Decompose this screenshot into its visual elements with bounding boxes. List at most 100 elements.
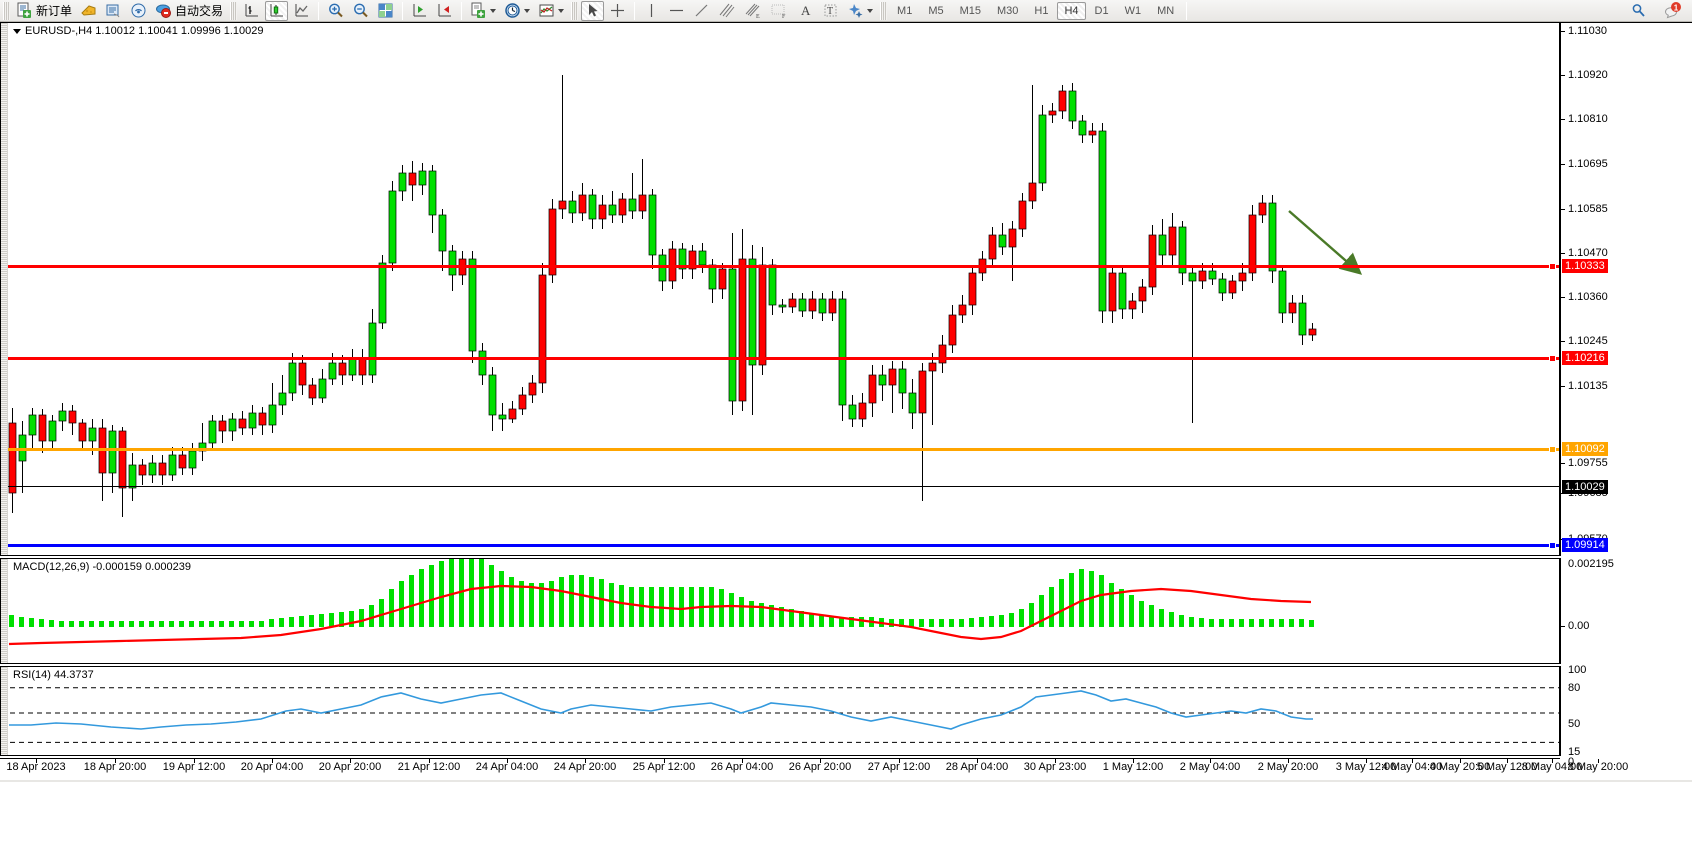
template-dropdown-caret[interactable] xyxy=(490,8,497,13)
trendline-button[interactable] xyxy=(690,1,713,21)
period-dropdown-caret[interactable] xyxy=(524,8,531,13)
timeframe-m30[interactable]: M30 xyxy=(997,4,1019,17)
rsi-axis: 100 80 50 15 0 xyxy=(1560,664,1692,768)
tick-label: 1.11030 xyxy=(1568,25,1607,38)
zoom-in-button[interactable] xyxy=(324,1,347,21)
time-tick-mark xyxy=(1133,759,1134,763)
signals-button[interactable] xyxy=(127,1,150,21)
timeframe-m5[interactable]: M5 xyxy=(928,4,944,17)
axis-tick: 50 xyxy=(1560,718,1580,730)
tick-dash xyxy=(1560,118,1565,120)
cheese-button[interactable] xyxy=(77,1,100,21)
timeframe-h1[interactable]: H1 xyxy=(1034,4,1049,17)
timeframe-m15[interactable]: M15 xyxy=(959,4,981,17)
toolbar-grip-3[interactable] xyxy=(571,1,579,20)
chart-shift-button[interactable] xyxy=(408,1,431,21)
toolbar-separator-3 xyxy=(461,1,463,20)
time-tick-label: 24 Apr 20:00 xyxy=(553,761,617,773)
axis-tick: 100 xyxy=(1560,664,1586,676)
zoom-out-button[interactable] xyxy=(349,1,372,21)
fibonacci-icon: E xyxy=(745,3,760,19)
time-tick-mark xyxy=(1598,759,1599,763)
terminal-button[interactable] xyxy=(102,1,125,21)
indicators-button[interactable] xyxy=(535,1,567,21)
time-tick-mark xyxy=(507,759,508,763)
cursor-button[interactable] xyxy=(581,0,605,21)
auto-scroll-button[interactable] xyxy=(433,1,456,21)
toolbar-grip-2[interactable] xyxy=(230,1,238,20)
objects-button[interactable] xyxy=(844,1,876,21)
down-arrow-annotation[interactable] xyxy=(1283,205,1393,295)
objects-dropdown-caret[interactable] xyxy=(867,8,874,13)
tick-label: 1.10585 xyxy=(1568,203,1608,216)
line-chart-button[interactable] xyxy=(290,1,313,21)
new-order-button[interactable]: 新订单 xyxy=(13,1,75,21)
toolbar-separator-2 xyxy=(402,1,404,20)
chart-collapse-icon[interactable] xyxy=(13,28,21,34)
time-tick-label: 8 May 04:00 xyxy=(1521,761,1583,773)
time-axis[interactable]: 18 Apr 2023 18 Apr 20:00 19 Apr 12:00 20 Ap… xyxy=(0,758,1628,780)
time-tick-mark xyxy=(1366,759,1367,763)
pane-scroll-grip[interactable] xyxy=(1,23,8,555)
indicators-dropdown-caret[interactable] xyxy=(558,8,565,13)
timeframe-d1[interactable]: D1 xyxy=(1094,4,1109,17)
period-button[interactable] xyxy=(501,1,533,21)
tick-label: 0.00 xyxy=(1568,620,1590,633)
time-tick-label: 26 Apr 04:00 xyxy=(710,761,774,773)
resistance-tag-1[interactable]: 1.10333 xyxy=(1562,259,1608,273)
timeframe-h4[interactable]: H4 xyxy=(1057,1,1086,20)
equidistant-channel-button[interactable] xyxy=(715,1,738,21)
pivot-tag[interactable]: 1.10092 xyxy=(1562,442,1608,456)
price-axis[interactable]: 1.11030 1.10920 1.10810 1.10695 1.10585 1.104… xyxy=(1560,22,1692,683)
toolbar-grip[interactable] xyxy=(3,1,10,20)
toolbar-grip-4[interactable] xyxy=(880,1,888,20)
support-tag-1[interactable]: 1.09914 xyxy=(1562,538,1608,552)
timeframe-mn[interactable]: MN xyxy=(1157,4,1175,17)
resistance-handle-1[interactable] xyxy=(1549,263,1556,270)
macd-scroll-grip[interactable] xyxy=(1,559,8,663)
vertical-line-button[interactable] xyxy=(640,1,663,21)
resistance-line-2[interactable] xyxy=(1,357,1559,360)
rsi-scroll-grip[interactable] xyxy=(1,667,8,755)
svg-text:A: A xyxy=(801,3,811,18)
crosshair-icon xyxy=(611,4,625,17)
autotrading-button[interactable]: 自动交易 xyxy=(152,1,226,21)
horizontal-line-button[interactable] xyxy=(665,1,688,21)
pivot-line[interactable] xyxy=(1,448,1559,451)
fibonacci-button[interactable]: E xyxy=(740,1,765,21)
pivot-handle[interactable] xyxy=(1549,446,1556,453)
time-tick-mark xyxy=(1552,759,1553,763)
crosshair-button[interactable] xyxy=(606,1,629,21)
text-box-icon: T xyxy=(824,4,837,17)
timeframe-m1[interactable]: M1 xyxy=(897,4,913,17)
search-button[interactable] xyxy=(1627,1,1650,21)
timeframe-w1[interactable]: W1 xyxy=(1124,4,1142,17)
support-handle-1[interactable] xyxy=(1549,542,1556,549)
last-price-tag: 1.10029 xyxy=(1562,480,1608,494)
macd-pane[interactable]: MACD(12,26,9) -0.000159 0.000239 xyxy=(0,558,1560,664)
price-pane[interactable]: EURUSD-,H4 1.10012 1.10041 1.09996 1.100… xyxy=(0,22,1560,556)
text-box-tool-button[interactable]: T xyxy=(819,1,842,21)
last-price-line xyxy=(1,486,1559,487)
rsi-label: RSI(14) 44.3737 xyxy=(13,669,94,681)
bar-chart-button[interactable] xyxy=(240,1,263,21)
resistance-tag-2[interactable]: 1.10216 xyxy=(1562,351,1608,365)
rsi-pane[interactable]: RSI(14) 44.3737 xyxy=(0,666,1560,756)
resistance-handle-2[interactable] xyxy=(1549,355,1556,362)
text-label-tool-button[interactable]: F xyxy=(767,1,792,21)
candlestick-chart-button[interactable] xyxy=(265,0,289,21)
time-tick-mark xyxy=(429,759,430,763)
support-line-1[interactable] xyxy=(1,544,1559,547)
tick-label: 80 xyxy=(1568,682,1581,695)
text-label-icon: F xyxy=(771,4,786,19)
new-order-label: 新订单 xyxy=(36,4,73,18)
template-button[interactable] xyxy=(467,1,499,21)
text-tool-button[interactable]: A xyxy=(794,1,817,21)
axis-tick: 0 xyxy=(1560,756,1574,768)
notification-button[interactable]: 1 xyxy=(1660,1,1685,21)
chart-area[interactable]: EURUSD-,H4 1.10012 1.10041 1.09996 1.100… xyxy=(0,22,1692,854)
resistance-line-1[interactable] xyxy=(1,265,1559,268)
axis-tick: 1.10135 xyxy=(1560,380,1608,392)
tick-label: 1.10245 xyxy=(1568,335,1608,348)
data-window-button[interactable] xyxy=(374,1,397,21)
